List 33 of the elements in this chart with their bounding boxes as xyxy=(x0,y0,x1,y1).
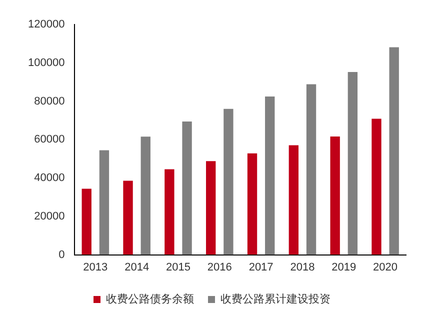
x-tick-label: 2019 xyxy=(332,261,356,274)
legend-label: 收费公路债务余额 xyxy=(106,292,194,306)
bar xyxy=(389,47,399,255)
legend-label: 收费公路累计建设投资 xyxy=(220,292,330,306)
bar xyxy=(123,180,133,255)
bar xyxy=(306,84,316,255)
bar xyxy=(164,169,174,255)
y-tick-label: 0 xyxy=(58,248,65,261)
bar xyxy=(265,96,275,255)
bar xyxy=(247,153,258,255)
bar xyxy=(99,150,110,255)
x-tick-label: 2014 xyxy=(124,261,150,274)
bar xyxy=(348,72,358,255)
bar xyxy=(288,145,299,255)
bar xyxy=(330,136,340,255)
x-tick-label: 2016 xyxy=(207,261,232,274)
bar xyxy=(140,136,150,255)
bar xyxy=(224,108,234,255)
bar xyxy=(206,161,216,255)
y-tick-label: 120000 xyxy=(28,18,65,31)
y-tick-label: 80000 xyxy=(34,95,65,108)
x-tick-label: 2017 xyxy=(248,261,274,274)
x-tick-label: 2020 xyxy=(373,261,398,274)
y-tick-label: 60000 xyxy=(34,134,65,146)
bar xyxy=(182,121,192,255)
y-tick-label: 20000 xyxy=(34,210,65,222)
bar xyxy=(82,188,92,255)
x-tick-label: 2013 xyxy=(83,261,108,274)
bar xyxy=(372,118,382,255)
y-tick-label: 100000 xyxy=(28,57,65,69)
y-tick-label: 40000 xyxy=(34,172,65,184)
x-tick-label: 2018 xyxy=(290,261,315,274)
x-tick-label: 2015 xyxy=(166,261,190,274)
